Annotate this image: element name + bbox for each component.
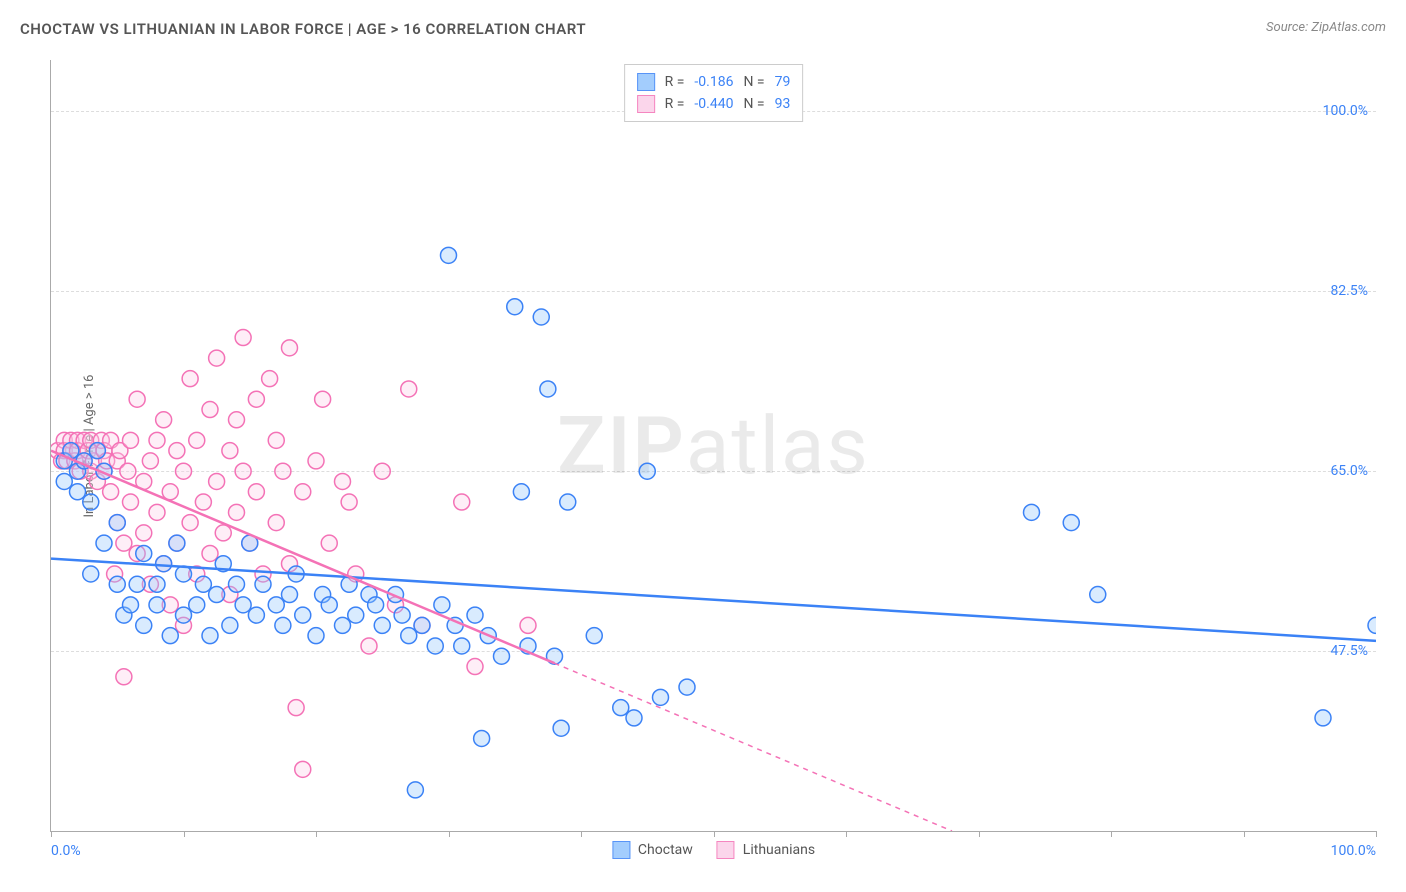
legend-row-lithuanians: R = -0.440 N = 93 [637, 93, 791, 115]
series-legend: Choctaw Lithuanians [612, 841, 815, 859]
correlation-legend: R = -0.186 N = 79 R = -0.440 N = 93 [624, 64, 804, 122]
legend-item-choctaw: Choctaw [612, 841, 693, 859]
chart-container: CHOCTAW VS LITHUANIAN IN LABOR FORCE | A… [0, 0, 1406, 892]
x-tick [1111, 831, 1112, 837]
x-tick [714, 831, 715, 837]
r-label: R = [665, 96, 685, 112]
swatch-choctaw [637, 73, 655, 91]
lithuanians-trendline-extrapolated [555, 663, 953, 831]
swatch-lithuanians [637, 95, 655, 113]
x-tick [979, 831, 980, 837]
n-value-choctaw: 79 [775, 74, 791, 90]
x-label-max: 100.0% [1331, 843, 1376, 859]
lithuanians-trendline [51, 451, 555, 664]
x-label-min: 0.0% [51, 843, 81, 859]
x-tick [316, 831, 317, 837]
x-tick [184, 831, 185, 837]
x-tick [1376, 831, 1377, 837]
x-tick [581, 831, 582, 837]
r-value-lithuanians: -0.440 [694, 96, 733, 112]
x-tick [1244, 831, 1245, 837]
x-tick [846, 831, 847, 837]
trend-lines [51, 60, 1376, 831]
legend-label-choctaw: Choctaw [638, 842, 693, 858]
choctaw-trendline [51, 559, 1376, 641]
x-tick [449, 831, 450, 837]
r-value-choctaw: -0.186 [694, 74, 733, 90]
n-label: N = [743, 96, 764, 112]
source-label: Source: ZipAtlas.com [1266, 20, 1386, 35]
swatch-lithuanians [717, 841, 735, 859]
plot-area: ZIPatlas R = -0.186 N = 79 R = -0.440 N … [50, 60, 1376, 832]
n-label: N = [743, 74, 764, 90]
legend-row-choctaw: R = -0.186 N = 79 [637, 71, 791, 93]
chart-title: CHOCTAW VS LITHUANIAN IN LABOR FORCE | A… [20, 20, 586, 38]
x-tick [51, 831, 52, 837]
swatch-choctaw [612, 841, 630, 859]
n-value-lithuanians: 93 [775, 96, 791, 112]
legend-item-lithuanians: Lithuanians [717, 841, 815, 859]
legend-label-lithuanians: Lithuanians [743, 842, 815, 858]
r-label: R = [665, 74, 685, 90]
